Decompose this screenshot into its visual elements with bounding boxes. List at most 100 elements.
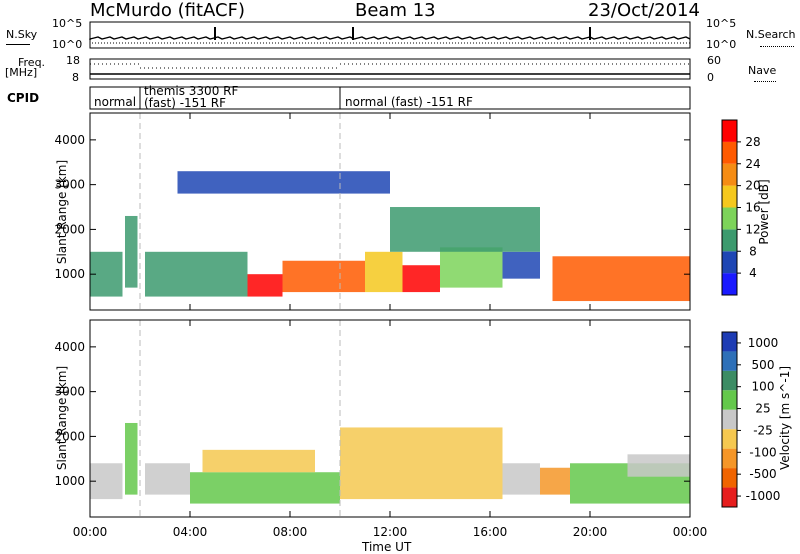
sky-left-top: 10^5 [52, 17, 83, 30]
cbar-segment-5 [722, 429, 737, 449]
cpid-dividers [139, 87, 341, 109]
cbar-segment-4 [722, 409, 737, 430]
cbar-frame [721, 331, 738, 508]
freq-label: Freq. [18, 56, 46, 69]
cbar-segment-2 [722, 370, 737, 391]
cbar-tick-label-4: 20 [745, 179, 760, 193]
data-region-3 [190, 472, 340, 504]
data-region-6 [402, 265, 440, 293]
freq-units: [MHz] [5, 66, 38, 79]
cbar-tick-label-2: 12 [745, 222, 760, 236]
y-tick-label-2: 3000 [54, 385, 85, 399]
y-tick-label-1: 2000 [54, 222, 85, 236]
freq-bottom: 8 [72, 71, 79, 84]
sky-right-top: 10^5 [706, 17, 737, 30]
cpid-segment-2-line-2: (fast) -151 RF [144, 96, 227, 110]
cbar-tick-label-4: -25 [753, 423, 773, 437]
x-tick-label-1: 04:00 [173, 525, 208, 539]
y-tick-label-1: 2000 [54, 429, 85, 443]
x-tick-label-5: 20:00 [573, 525, 608, 539]
data-region-5 [365, 251, 403, 293]
data-region-9 [552, 256, 690, 302]
data-region-9 [627, 454, 690, 477]
cbar-segment-0 [722, 332, 737, 352]
cbar-segment-3 [722, 390, 737, 410]
y-tick-label-3: 4000 [54, 340, 85, 354]
x-tick-label-2: 08:00 [273, 525, 308, 539]
cpid-label: CPID [7, 91, 40, 105]
data-region-1 [125, 215, 138, 288]
cbar-segment-2 [722, 229, 737, 252]
sky-left-bottom: 10^0 [52, 38, 83, 51]
velocity-colorbar: 1000 500 100 25 -25 -100 -500 -1000 [721, 331, 781, 508]
data-region-2 [145, 251, 248, 297]
station-title: McMurdo (fitACF) [90, 0, 245, 21]
nave-line [754, 81, 776, 82]
cbar-segment-7 [722, 468, 737, 488]
nave-bottom: 0 [707, 71, 714, 84]
data-region-1 [125, 422, 138, 495]
velocity-data-layer [90, 320, 690, 517]
power-axes: 1000 2000 3000 4000 [54, 113, 691, 310]
cbar-segment-6 [722, 448, 737, 469]
cbar-tick-label-5: -100 [749, 445, 776, 459]
nsearch-trace [89, 42, 690, 44]
y-tick-label-0: 1000 [54, 267, 85, 281]
power-ylabel: Slant Range [km] [55, 159, 70, 265]
x-axis-label: Time UT [362, 540, 412, 554]
data-region-8 [502, 251, 540, 279]
power-data-layer [90, 113, 690, 310]
cbar-segment-5 [722, 163, 737, 186]
data-region-5 [340, 427, 503, 500]
y-tick-label-3: 4000 [54, 133, 85, 147]
cbar-segment-0 [722, 273, 737, 295]
x-tick-label-6: 00:00 [673, 525, 708, 539]
cpid-panel-frame [89, 86, 691, 110]
x-tick-label-4: 16:00 [473, 525, 508, 539]
nsearch-label: N.Search [746, 28, 796, 41]
cbar-tick-label-6: 28 [745, 135, 760, 149]
cbar-tick-label-1: 500 [752, 358, 775, 372]
power-colorbar: 4 8 12 16 20 24 28 [721, 119, 761, 296]
nave-top: 60 [707, 54, 721, 67]
y-tick-label-2: 3000 [54, 178, 85, 192]
data-region-3 [247, 274, 283, 297]
data-region-7 [440, 247, 503, 288]
cbar-tick-label-0: 1000 [748, 336, 779, 350]
cbar-segment-3 [722, 207, 737, 230]
power-cbar-label: Power [dB] [757, 179, 771, 245]
date-title: 23/Oct/2014 [588, 0, 700, 21]
x-tick-label-3: 12:00 [373, 525, 408, 539]
cbar-tick-label-3: 25 [755, 402, 770, 416]
data-region-4 [202, 449, 315, 473]
data-region-6 [502, 463, 540, 495]
cbar-tick-label-5: 24 [745, 157, 760, 171]
data-region-7 [540, 467, 570, 495]
freq-panel-frame [89, 58, 691, 80]
x-tick-label-0: 00:00 [73, 525, 108, 539]
data-region-4 [282, 260, 365, 293]
velocity-cbar-label: Velocity [m s^-1] [778, 365, 792, 471]
data-region-10 [177, 171, 390, 194]
sky-right-bottom: 10^0 [706, 38, 737, 51]
velocity-ylabel: Slant Range [km] [55, 365, 70, 471]
cbar-segment-7 [722, 120, 737, 142]
cbar-tick-label-7: -1000 [746, 489, 781, 503]
nsky-line [6, 44, 30, 45]
sky-noise-traces [89, 27, 691, 44]
nsearch-line [760, 46, 794, 47]
nsky-trace [89, 36, 691, 40]
beam-title: Beam 13 [355, 0, 436, 21]
cbar-segment-8 [722, 487, 737, 507]
cbar-tick-label-0: 4 [749, 266, 757, 280]
cbar-tick-label-6: -500 [749, 467, 776, 481]
freq-top: 18 [66, 54, 80, 67]
data-region-11 [390, 207, 540, 252]
cpid-segment-2-line-1: themis 3300 RF [144, 84, 239, 98]
cbar-segment-4 [722, 185, 737, 208]
y-tick-label-0: 1000 [54, 474, 85, 488]
velocity-axes: 1000 2000 3000 4000 00:00 04:00 08:00 12:00 16:0… [54, 320, 707, 539]
cpid-segment-3: normal (fast) -151 RF [345, 95, 473, 109]
freq-traces [90, 63, 690, 75]
